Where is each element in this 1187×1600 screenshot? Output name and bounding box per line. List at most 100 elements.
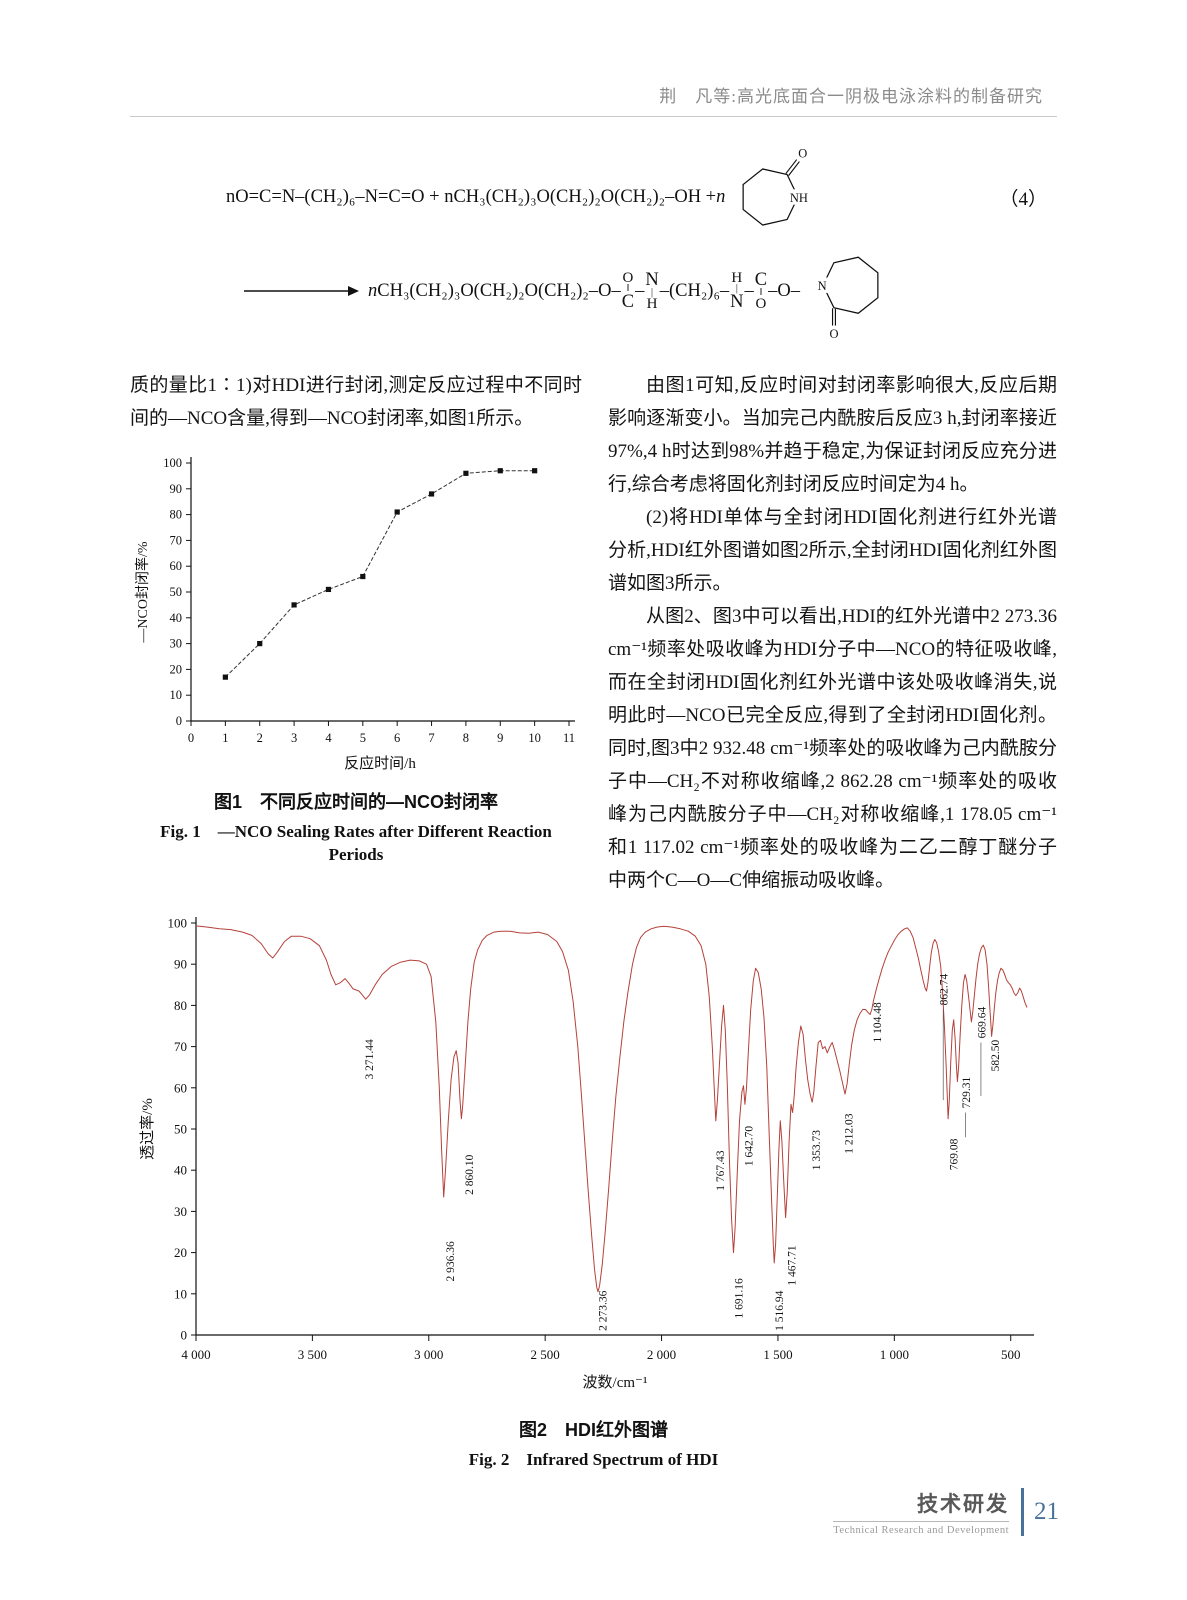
svg-text:80: 80: [170, 508, 183, 522]
right-column: 由图1可知,反应时间对封闭率影响很大,反应后期影响逐渐变小。当加完己内酰胺后反应…: [608, 369, 1057, 897]
amide-nitrogen-stack: N | H: [645, 271, 658, 312]
svg-text:30: 30: [174, 1204, 187, 1219]
svg-text:3 271.44: 3 271.44: [364, 1039, 376, 1080]
svg-text:1 353.73: 1 353.73: [811, 1130, 823, 1171]
svg-text:3 000: 3 000: [414, 1347, 443, 1362]
svg-text:20: 20: [174, 1245, 187, 1260]
svg-text:2 000: 2 000: [646, 1347, 675, 1362]
svg-text:50: 50: [174, 1122, 187, 1137]
svg-text:1 104.48: 1 104.48: [872, 1002, 884, 1043]
fig1-caption-cn: 图1 不同反应时间的—NCO封闭率: [213, 792, 498, 812]
svg-text:60: 60: [170, 559, 183, 573]
hydrogen-atom: H: [646, 296, 658, 313]
svg-text:862.74: 862.74: [938, 974, 950, 1006]
svg-text:669.64: 669.64: [976, 1006, 988, 1038]
fig2-caption-en: Fig. 2 Infrared Spectrum of HDI: [468, 1450, 719, 1469]
equation-coefficient-n2: n: [368, 280, 378, 301]
carbon-atom: C: [621, 291, 635, 312]
fig1-caption-en-line1: Fig. 1 —NCO Sealing Rates after Differen…: [160, 822, 552, 841]
svg-text:90: 90: [174, 957, 187, 972]
svg-text:3 500: 3 500: [297, 1347, 326, 1362]
hydrogen-atom-2: H: [731, 269, 743, 286]
svg-text:769.08: 769.08: [948, 1138, 960, 1170]
svg-text:10: 10: [174, 1286, 187, 1301]
svg-text:100: 100: [167, 916, 187, 931]
svg-text:582.50: 582.50: [989, 1039, 1001, 1071]
oxygen-atom: O: [622, 269, 634, 286]
svg-text:6: 6: [394, 731, 400, 745]
svg-text:90: 90: [170, 482, 183, 496]
svg-text:透过率/%: 透过率/%: [139, 1098, 156, 1160]
ring2-oxygen-label: O: [829, 327, 838, 341]
svg-text:反应时间/h: 反应时间/h: [344, 754, 416, 772]
svg-text:60: 60: [174, 1080, 187, 1095]
caprolactam-ring-diagram: NH O: [742, 147, 812, 226]
product-chain-text: CH₃(CH₂)₃O(CH₂)₂O(CH₂)₂–O–: [377, 280, 621, 301]
svg-text:1 500: 1 500: [763, 1347, 792, 1362]
fig1-caption-en-line2: Periods: [328, 845, 384, 864]
fig1-line-chart: 0 10 20 30 40 50 60 70 80 90 100 0 1 2 3 4 5 6 7 8 9 10 11 —NCO…: [134, 456, 575, 772]
figure-2: 100 90 80 70 60 50 40 30 20 10 0 4 000 3 500 3 000 2 5…: [130, 907, 1057, 1470]
svg-text:1 000: 1 000: [879, 1347, 908, 1362]
svg-text:4 000: 4 000: [181, 1347, 210, 1362]
svg-text:3: 3: [291, 731, 297, 745]
svg-text:80: 80: [174, 998, 187, 1013]
bond-dash: –: [635, 280, 645, 301]
svg-text:5: 5: [360, 731, 366, 745]
nitrogen-atom: N: [645, 269, 659, 290]
body-paragraph: 质的量比1∶1)对HDI进行封闭,测定反应过程中不同时间的—NCO含量,得到—N…: [130, 375, 582, 429]
equation-line-2: n CH₃(CH₂)₃O(CH₂)₂O(CH₂)₂–O– O ‖ C – N | H –(CH₂)…: [130, 239, 1057, 343]
ring-oxygen-label: O: [799, 147, 808, 161]
svg-text:—NCO封闭率/%: —NCO封闭率/%: [134, 541, 151, 643]
hexyl-chain-text: –(CH₂)₆–: [659, 280, 730, 301]
svg-text:20: 20: [170, 662, 183, 676]
svg-text:40: 40: [174, 1163, 187, 1178]
svg-text:500: 500: [1000, 1347, 1020, 1362]
double-bond-2: ‖: [759, 287, 763, 299]
body-paragraph: (2)将HDI单体与全封闭HDI固化剂进行红外光谱分析,HDI红外图谱如图2所示…: [608, 507, 1057, 594]
svg-text:9: 9: [497, 731, 503, 745]
carbamate-carbon-stack-2: C ‖ O: [755, 271, 767, 312]
svg-text:2 936.36: 2 936.36: [444, 1241, 456, 1282]
svg-text:1 642.70: 1 642.70: [743, 1126, 755, 1167]
body-paragraph: 从图2、图3中可以看出,HDI的红外光谱中2 273.36 cm⁻¹频率处吸收峰…: [608, 606, 1057, 891]
ring-nh-label: NH: [790, 191, 808, 205]
carbon-atom-2: C: [754, 269, 768, 290]
svg-text:1 767.43: 1 767.43: [714, 1150, 726, 1191]
svg-text:40: 40: [170, 611, 183, 625]
svg-text:2 273.36: 2 273.36: [597, 1290, 609, 1331]
page-header: 荆 凡等:高光底面合一阴极电泳涂料的制备研究: [130, 0, 1057, 107]
svg-text:30: 30: [170, 637, 183, 651]
equation-reactants-text: nO=C=N–(CH₂)₆–N=C=O + nCH₃(CH₂)₃O(CH₂)₂O…: [226, 186, 717, 207]
svg-text:1 467.71: 1 467.71: [786, 1245, 798, 1286]
single-bond-2: |: [735, 282, 738, 294]
carbamate-carbon-stack: O ‖ C: [621, 269, 635, 312]
svg-text:50: 50: [170, 585, 183, 599]
svg-text:2: 2: [257, 731, 263, 745]
svg-text:10: 10: [528, 731, 541, 745]
svg-text:1 212.03: 1 212.03: [843, 1113, 855, 1154]
svg-text:2 860.10: 2 860.10: [463, 1154, 475, 1195]
fig2-caption-cn: 图2 HDI红外图谱: [518, 1420, 668, 1440]
equation-number: （4）: [999, 188, 1047, 210]
footer-section-en: Technical Research and Development: [833, 1521, 1009, 1536]
reaction-arrow-icon: [244, 286, 359, 296]
svg-text:729.31: 729.31: [961, 1077, 973, 1109]
svg-text:1: 1: [222, 731, 228, 745]
svg-text:2 500: 2 500: [530, 1347, 559, 1362]
page-number: 21: [1034, 1498, 1059, 1525]
svg-text:波数/cm⁻¹: 波数/cm⁻¹: [582, 1374, 647, 1391]
left-column: 质的量比1∶1)对HDI进行封闭,测定反应过程中不同时间的—NCO含量,得到—N…: [130, 369, 582, 897]
ring2-nitrogen-label: N: [818, 279, 827, 293]
svg-text:11: 11: [563, 731, 575, 745]
svg-text:1 516.94: 1 516.94: [773, 1290, 785, 1331]
svg-text:8: 8: [463, 731, 469, 745]
svg-text:10: 10: [170, 688, 183, 702]
svg-text:70: 70: [170, 533, 183, 547]
nitrogen-atom-2: N: [730, 291, 744, 312]
reaction-equation: nO=C=N–(CH₂)₆–N=C=O + nCH₃(CH₂)₃O(CH₂)₂O…: [130, 147, 1057, 343]
single-bond: |: [651, 287, 654, 299]
figure-1: 0 10 20 30 40 50 60 70 80 90 100 0 1 2 3 4 5 6 7 8 9 10 11 —NCO…: [130, 449, 582, 865]
